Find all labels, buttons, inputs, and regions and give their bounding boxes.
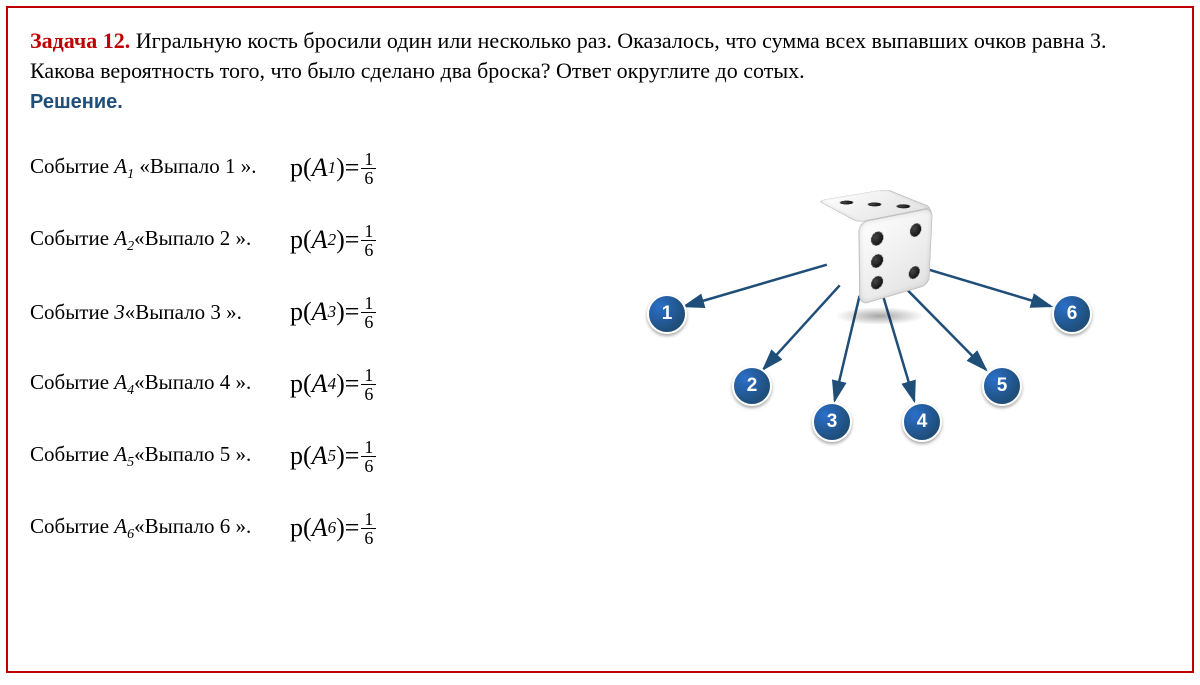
event-row: Событие A4«Выпало 4 ».p(A4)=16: [30, 348, 550, 420]
probability-formula: p(A4)=16: [290, 366, 376, 403]
event-label: Событие A6«Выпало 6 ».: [30, 514, 290, 543]
event-label: Событие A2«Выпало 2 ».: [30, 226, 290, 255]
solution-label: Решение.: [30, 91, 1170, 114]
probability-formula: p(A1)=16: [290, 150, 376, 187]
content-area: Событие A1 «Выпало 1 ».p(A1)=16Событие A…: [30, 132, 1170, 564]
event-label: Событие 3«Выпало 3 ».: [30, 300, 290, 325]
event-label: Событие A4«Выпало 4 ».: [30, 370, 290, 399]
event-row: Событие A1 «Выпало 1 ».p(A1)=16: [30, 132, 550, 204]
probability-formula: p(A3)=16: [290, 294, 376, 331]
probability-formula: p(A2)=16: [290, 222, 376, 259]
dice-diagram: 123456: [610, 162, 1130, 502]
dice-icon: [825, 202, 921, 298]
event-row: Событие A6«Выпало 6 ».p(A6)=16: [30, 492, 550, 564]
probability-formula: p(A6)=16: [290, 510, 376, 547]
page-frame: Задача 12. Игральную кость бросили один …: [6, 6, 1194, 673]
problem-text: Игральную кость бросили один или несколь…: [30, 28, 1106, 83]
event-row: Событие A5«Выпало 5 ».p(A5)=16: [30, 420, 550, 492]
event-row: Событие A2«Выпало 2 ».p(A2)=16: [30, 204, 550, 276]
diagram-area: 123456: [550, 132, 1170, 564]
event-row: Событие 3«Выпало 3 ».p(A3)=16: [30, 276, 550, 348]
events-column: Событие A1 «Выпало 1 ».p(A1)=16Событие A…: [30, 132, 550, 564]
probability-formula: p(A5)=16: [290, 438, 376, 475]
event-label: Событие A5«Выпало 5 ».: [30, 442, 290, 471]
problem-statement: Задача 12. Игральную кость бросили один …: [30, 26, 1170, 85]
task-label: Задача 12.: [30, 28, 130, 53]
event-label: Событие A1 «Выпало 1 ».: [30, 154, 290, 183]
